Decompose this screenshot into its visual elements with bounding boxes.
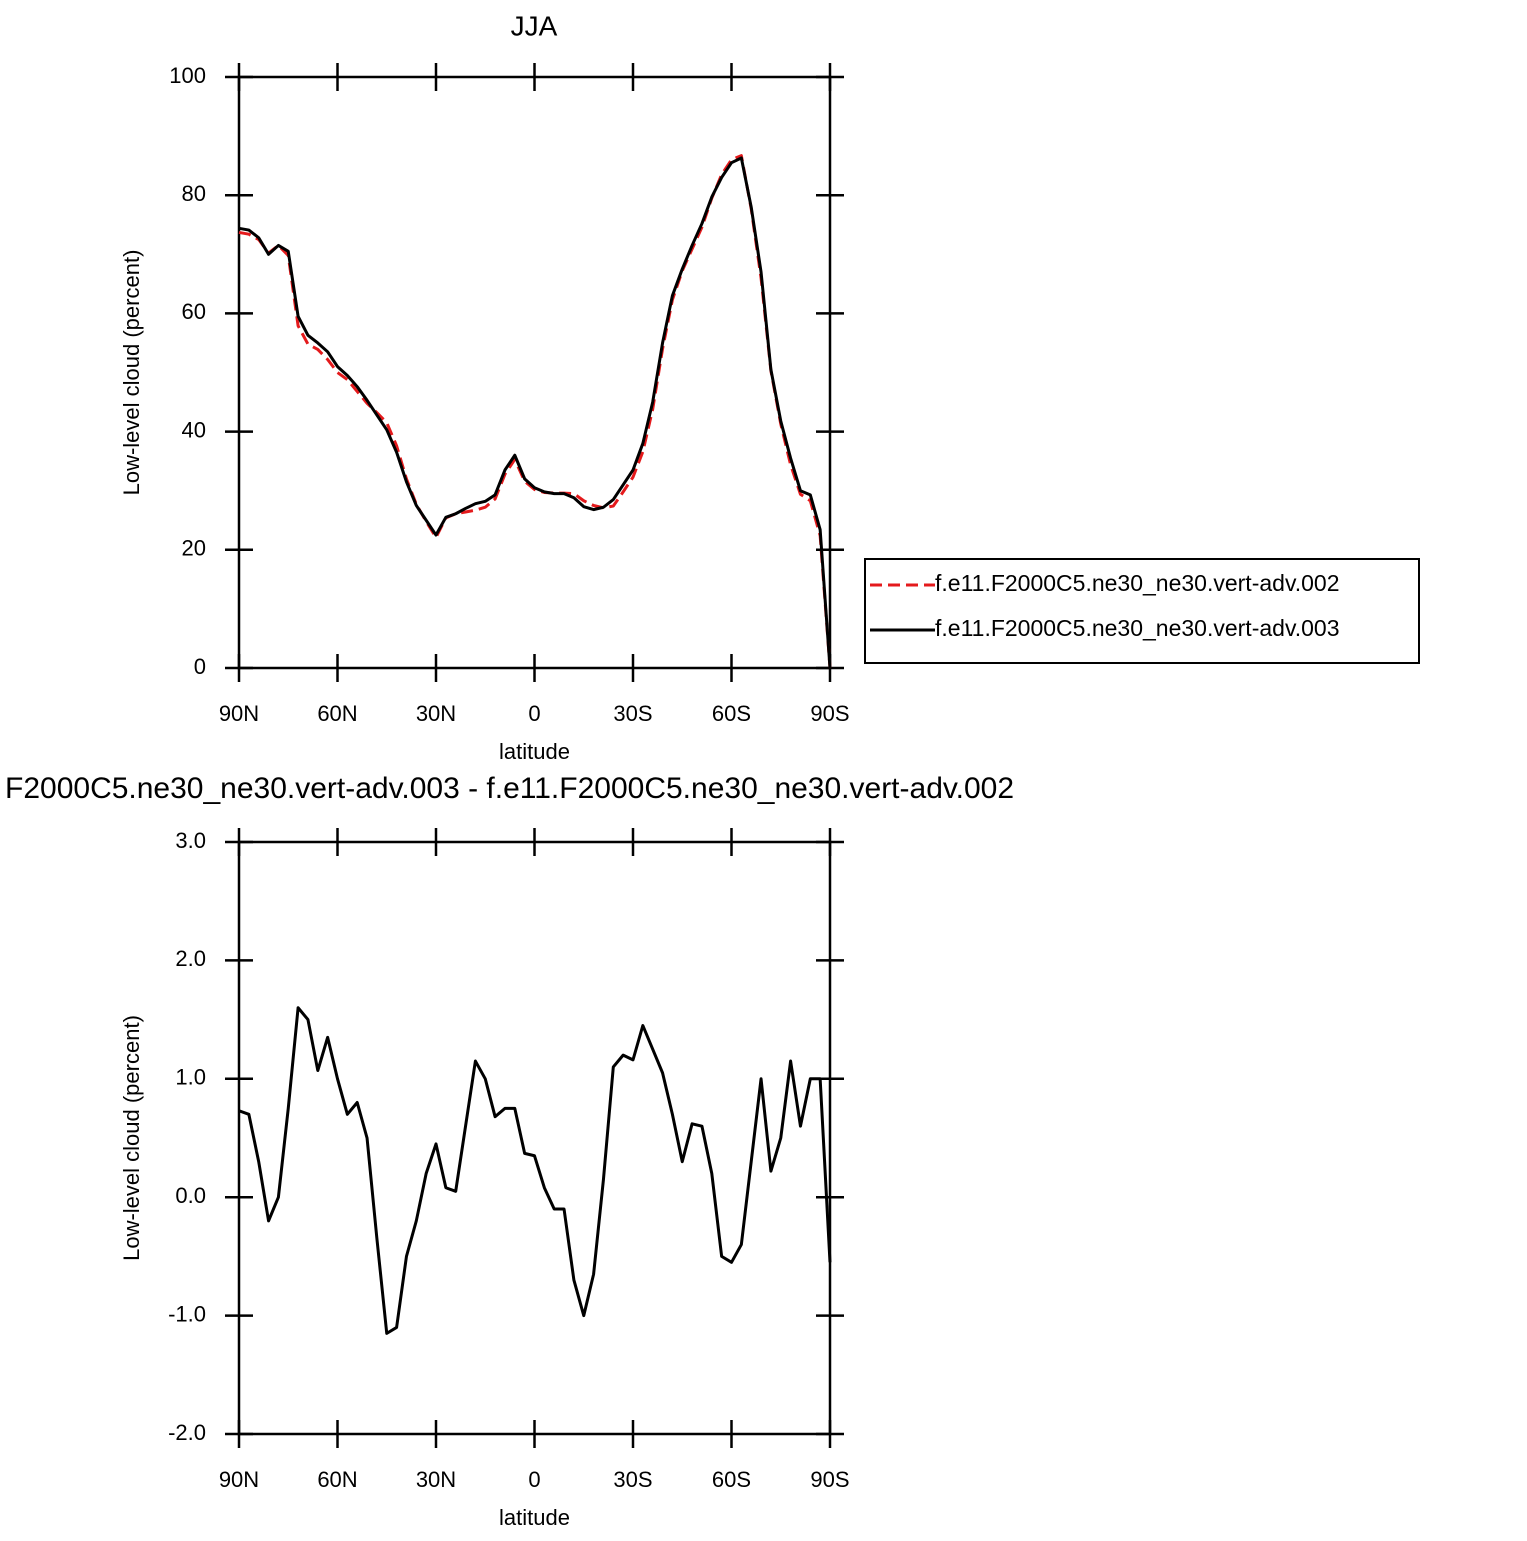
y-tick-label: 3.0 [175, 828, 206, 853]
chart-title: F2000C5.ne30_ne30.vert-adv.003 - f.e11.F… [5, 772, 1014, 805]
y-tick-label: 2.0 [175, 946, 206, 971]
x-tick-label: 30N [416, 701, 456, 726]
y-tick-label: 0.0 [175, 1183, 206, 1208]
data-line [238, 1006, 832, 1335]
x-tick-label: 90N [219, 1467, 259, 1492]
x-tick-label: 0 [528, 1467, 540, 1492]
chart-title: JJA [511, 10, 558, 41]
x-tick-label: 90S [810, 1467, 849, 1492]
y-tick-label: 20 [182, 536, 206, 561]
x-axis-label: latitude [499, 739, 570, 764]
plot-frame [237, 75, 832, 670]
legend-box [864, 558, 1420, 664]
legend-label: f.e11.F2000C5.ne30_ne30.vert-adv.003 [935, 615, 1340, 641]
x-tick-label: 90N [219, 701, 259, 726]
y-tick-label: 60 [182, 299, 206, 324]
y-axis-label: Low-level cloud (percent) [119, 250, 144, 496]
x-tick-label: 60S [712, 1467, 751, 1492]
y-axis-label: Low-level cloud (percent) [119, 1015, 144, 1261]
x-tick-label: 30S [613, 701, 652, 726]
x-tick-label: 60S [712, 701, 751, 726]
data-line [238, 156, 832, 669]
y-tick-label: 100 [169, 63, 206, 88]
y-tick-label: -2.0 [168, 1420, 206, 1445]
x-tick-label: 60N [317, 701, 357, 726]
x-tick-label: 60N [317, 1467, 357, 1492]
y-tick-label: 80 [182, 181, 206, 206]
data-line [238, 154, 832, 669]
x-axis-label: latitude [499, 1505, 570, 1530]
plot-frame [237, 840, 832, 1436]
legend-label: f.e11.F2000C5.ne30_ne30.vert-adv.002 [935, 570, 1340, 596]
x-tick-label: 90S [810, 701, 849, 726]
x-tick-label: 0 [528, 701, 540, 726]
y-tick-label: 40 [182, 417, 206, 442]
y-tick-label: -1.0 [168, 1301, 206, 1326]
y-tick-label: 1.0 [175, 1065, 206, 1090]
y-tick-label: 0 [194, 654, 206, 679]
x-tick-label: 30N [416, 1467, 456, 1492]
x-tick-label: 30S [613, 1467, 652, 1492]
